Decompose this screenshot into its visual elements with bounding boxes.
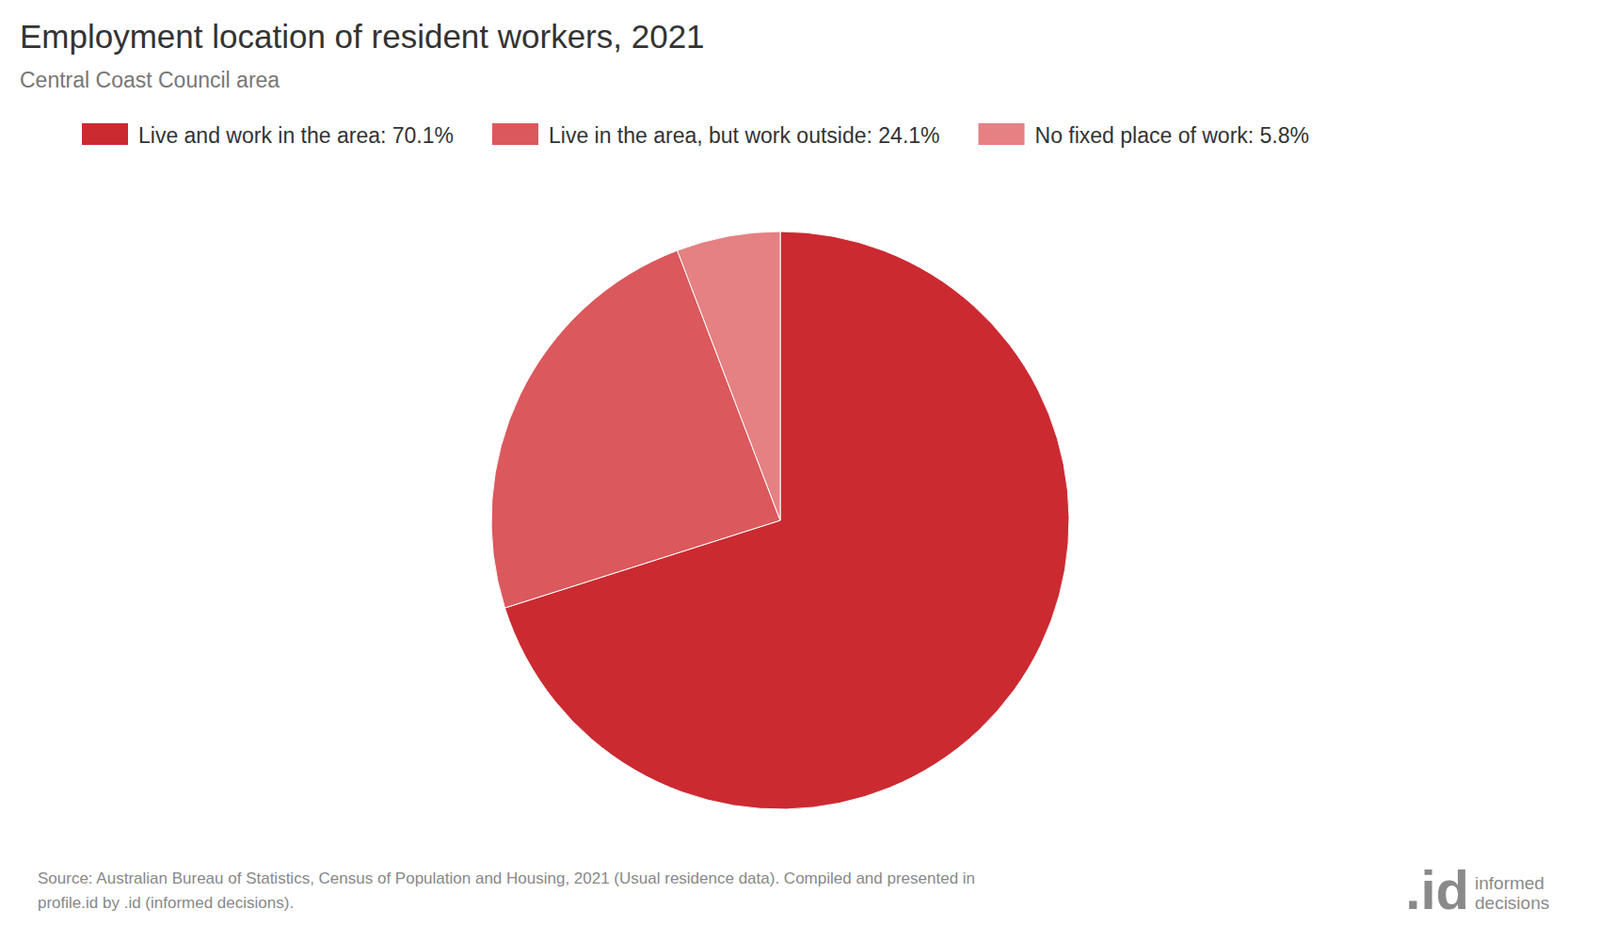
logo: .id <box>1405 859 1470 921</box>
source: Source: Australian Bureau of Statistics,… <box>37 869 976 888</box>
legend: Live and work in the area: 70.1% Live in … <box>81 123 1310 148</box>
title: Employment location of resident workers,… <box>19 17 705 55</box>
legend-swatch <box>492 123 539 145</box>
subtitle: Central Coast Council area <box>19 67 280 93</box>
pie-slice <box>677 231 781 521</box>
legend-label: Live in the area, but work outside: 24.1… <box>548 123 941 148</box>
logo-caption: informed <box>1474 873 1545 894</box>
legend-label: Live and work in the area: 70.1% <box>138 123 454 148</box>
legend-label: No fixed place of work: 5.8% <box>1035 123 1310 148</box>
legend-item: Live in the area, but work outside: 24.1… <box>492 123 941 148</box>
legend-swatch <box>978 123 1025 145</box>
legend-item: Live and work in the area: 70.1% <box>81 123 454 148</box>
logo-caption: decisions <box>1474 893 1550 913</box>
legend-swatch <box>81 123 128 145</box>
pie <box>491 231 1070 810</box>
chart: Employment location of resident workers,… <box>0 0 1600 941</box>
legend-item: No fixed place of work: 5.8% <box>978 123 1310 148</box>
source: profile.id by .id (informed decisions). <box>37 894 294 912</box>
